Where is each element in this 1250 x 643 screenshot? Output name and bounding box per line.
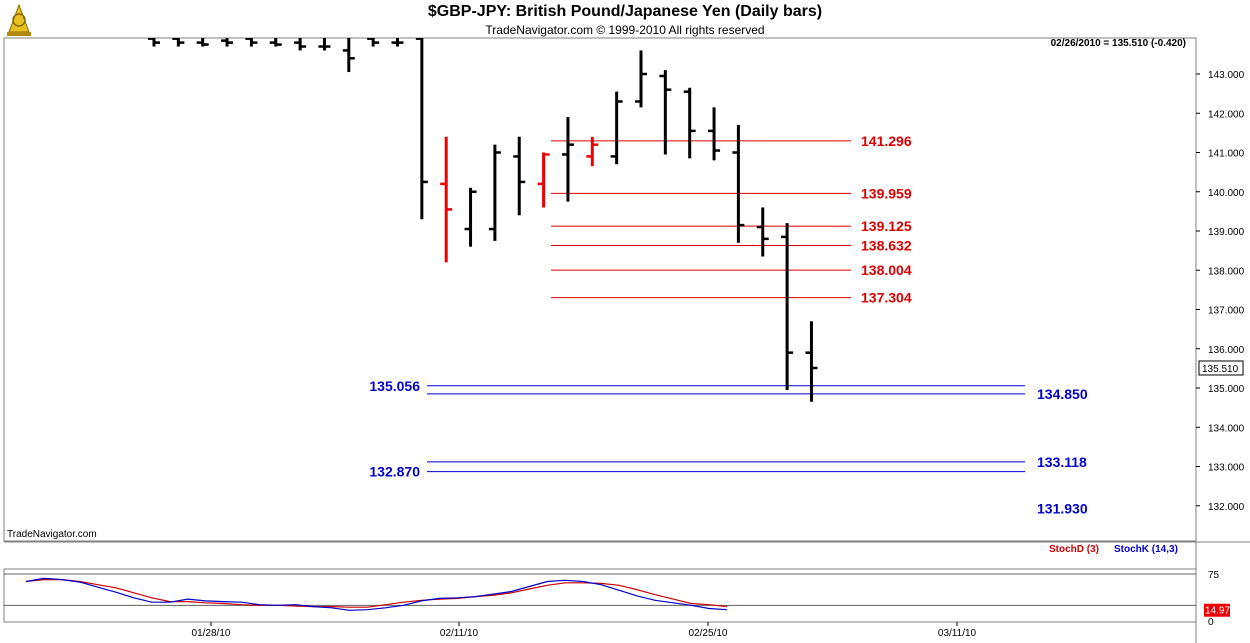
stoch-last-box xyxy=(1204,603,1230,617)
last-price-label: 135.510 xyxy=(1202,364,1239,375)
price-tick-label: 140.000 xyxy=(1208,188,1245,199)
stoch-d-line xyxy=(25,578,728,608)
panel-frame xyxy=(3,37,1250,643)
ohlc-bar xyxy=(513,136,526,216)
stoch-k-line xyxy=(25,577,728,611)
target-level-label: 135.056 xyxy=(369,378,420,394)
ohlc-bar xyxy=(561,117,574,202)
ohlc-bar xyxy=(464,187,477,247)
stoch-d-legend: StochD (3) xyxy=(1049,544,1099,555)
date-tick-label: 03/11/10 xyxy=(938,628,977,639)
stochastic-panel: 75 014.97 xyxy=(4,570,1230,628)
stoch-last-label: 14.97 xyxy=(1205,606,1230,617)
price-tick-label: 139.000 xyxy=(1208,227,1245,238)
ohlc-bar xyxy=(221,38,234,47)
fib-level-label: 139.959 xyxy=(861,185,912,201)
target-level-label: 131.930 xyxy=(1037,500,1088,516)
ohlc-bar xyxy=(635,50,647,108)
chart-title: $GBP-JPY: British Pound/Japanese Yen (Da… xyxy=(427,3,823,20)
ohlc-bar xyxy=(294,38,307,51)
price-tick-label: 133.000 xyxy=(1208,463,1245,474)
ohlc-bar xyxy=(415,38,428,220)
fib-level-label: 138.004 xyxy=(861,262,912,278)
ohlc-bar xyxy=(318,38,331,51)
fib-level-label: 141.296 xyxy=(861,133,912,149)
stoch-tick-label: 0 xyxy=(1208,617,1214,628)
ohlc-bar xyxy=(586,136,599,167)
ohlc-bar xyxy=(367,38,380,47)
ohlc-bar xyxy=(245,38,258,47)
ohlc-bar xyxy=(781,223,794,390)
ohlc-bar xyxy=(732,125,745,243)
fib-level-label: 139.125 xyxy=(861,218,912,234)
ohlc-bar xyxy=(756,207,769,257)
ohlc-bar xyxy=(269,38,282,47)
ohlc-bar xyxy=(537,152,550,208)
ohlc-bar xyxy=(391,38,404,47)
date-tick-label: 02/11/10 xyxy=(440,628,479,639)
fib-level-label: 138.632 xyxy=(861,237,912,253)
copyright-subtitle: TradeNavigator.com © 1999-2010 All right… xyxy=(485,23,765,37)
price-bars xyxy=(148,38,818,402)
price-tick-label: 136.000 xyxy=(1208,345,1245,356)
ohlc-bar xyxy=(805,321,818,402)
last-price-box xyxy=(1198,360,1244,376)
ohlc-bar xyxy=(708,107,721,161)
price-tick-label: 134.000 xyxy=(1208,423,1245,434)
ohlc-bar xyxy=(610,91,623,165)
price-tick-label: 138.000 xyxy=(1208,266,1245,277)
stoch-k-legend: StochK (14,3) xyxy=(1114,544,1178,555)
sextant-logo-icon xyxy=(7,3,31,36)
price-tick-label: 132.000 xyxy=(1208,502,1245,513)
ohlc-bar xyxy=(172,38,185,47)
date-tick-label: 01/28/10 xyxy=(192,628,231,639)
ohlc-bar xyxy=(659,70,672,155)
watermark: TradeNavigator.com xyxy=(7,529,97,540)
target-level-label: 133.118 xyxy=(1037,454,1087,470)
ohlc-bar xyxy=(148,38,160,47)
last-price-info: 02/26/2010 = 135.510 (-0.420) xyxy=(1050,38,1186,49)
ohlc-bar xyxy=(196,38,209,47)
ohlc-bar xyxy=(342,38,355,73)
target-level-label: 134.850 xyxy=(1037,386,1088,402)
fib-level-label: 137.304 xyxy=(861,290,912,306)
date-axis: 01/28/10 02/11/10 02/25/10 03/11/10 xyxy=(192,622,977,639)
ohlc-bar xyxy=(488,144,501,241)
price-tick-label: 142.000 xyxy=(1208,109,1245,120)
price-tick-label: 135.000 xyxy=(1208,384,1245,395)
stoch-tick-label: 75 xyxy=(1208,570,1220,581)
price-tick-label: 137.000 xyxy=(1208,306,1245,317)
level-lines: 141.296 139.959 139.125 138.632 138.004 137.3… xyxy=(369,133,1087,517)
target-level-label: 132.870 xyxy=(369,464,420,480)
price-tick-label: 143.000 xyxy=(1208,70,1245,81)
date-tick-label: 02/25/10 xyxy=(689,628,728,639)
price-panel-border xyxy=(3,37,1197,542)
price-tick-label: 141.000 xyxy=(1208,149,1245,160)
stoch-panel-border xyxy=(3,568,1197,623)
ohlc-bar xyxy=(683,87,696,159)
price-axis: 132.000 133.000 134.000 135.000 136.000 137.0… xyxy=(1196,70,1245,513)
ohlc-bar xyxy=(440,136,453,263)
